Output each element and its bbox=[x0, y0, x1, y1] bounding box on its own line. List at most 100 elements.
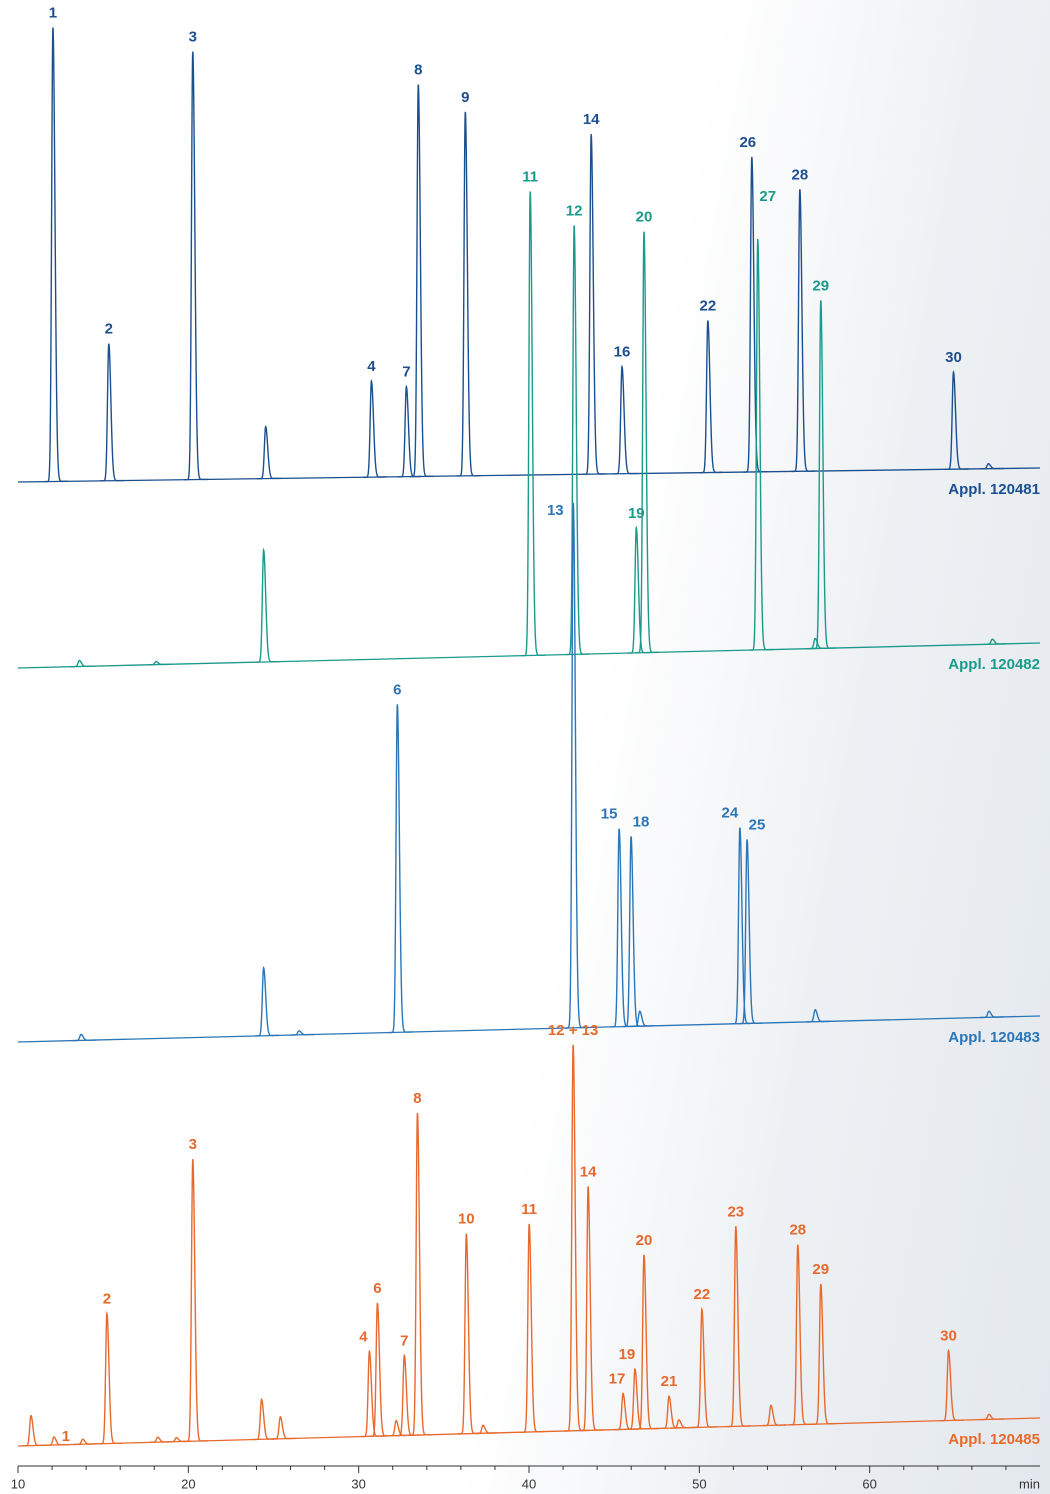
peak-label: 15 bbox=[601, 806, 618, 823]
peak bbox=[622, 836, 647, 1028]
peak-label: 19 bbox=[619, 1346, 636, 1363]
peak-label: 26 bbox=[739, 134, 756, 151]
peak bbox=[456, 111, 481, 477]
peak bbox=[70, 659, 95, 668]
peak bbox=[147, 660, 172, 666]
peak-label: 21 bbox=[661, 1373, 678, 1390]
peak-label: 28 bbox=[789, 1222, 806, 1239]
peak bbox=[565, 225, 590, 656]
series-name: Appl. 120481 bbox=[948, 481, 1040, 498]
peak-label: 27 bbox=[759, 188, 776, 205]
peak-label: 14 bbox=[583, 111, 600, 128]
peak bbox=[806, 1008, 831, 1023]
x-tick-label: 40 bbox=[522, 1476, 536, 1491]
peak-label: 18 bbox=[633, 813, 650, 830]
peak-label: 3 bbox=[189, 1136, 197, 1153]
peak bbox=[980, 1010, 1005, 1019]
peak bbox=[520, 1223, 545, 1433]
baseline bbox=[17, 642, 1041, 669]
peak bbox=[762, 1404, 787, 1427]
peak bbox=[184, 51, 208, 481]
x-tick-label: 30 bbox=[351, 1476, 365, 1491]
peak-label: 2 bbox=[105, 321, 113, 338]
baseline bbox=[17, 1015, 1041, 1043]
peak bbox=[670, 1419, 695, 1429]
peak-label: 9 bbox=[461, 89, 469, 106]
peak bbox=[564, 1044, 589, 1432]
peak-label: 19 bbox=[628, 505, 645, 522]
peak-label: 7 bbox=[402, 364, 410, 381]
peak bbox=[627, 525, 652, 654]
peak bbox=[387, 1419, 412, 1437]
peak-label: 2 bbox=[103, 1291, 111, 1308]
peak-label: 24 bbox=[722, 805, 739, 822]
peak bbox=[72, 1033, 97, 1042]
peak-label: 12 + 13 bbox=[548, 1022, 598, 1039]
peak bbox=[271, 1415, 296, 1440]
peak-label: 29 bbox=[812, 277, 829, 294]
peak bbox=[290, 1030, 315, 1036]
peak bbox=[635, 1254, 660, 1430]
peak-label: 11 bbox=[522, 168, 538, 185]
peak bbox=[579, 1186, 604, 1432]
peak bbox=[582, 134, 607, 475]
peak bbox=[22, 1414, 47, 1447]
peak bbox=[45, 1436, 70, 1446]
peak bbox=[255, 966, 279, 1037]
peak bbox=[255, 547, 279, 663]
peak-label: 12 bbox=[566, 202, 583, 219]
peak-label: 7 bbox=[400, 1332, 408, 1349]
peak-label: 6 bbox=[393, 681, 401, 698]
peak bbox=[457, 1233, 482, 1435]
peak-label: 17 bbox=[609, 1370, 626, 1387]
peak-label: 22 bbox=[700, 298, 717, 315]
peak bbox=[626, 1367, 651, 1431]
peak bbox=[660, 1395, 685, 1430]
peak bbox=[635, 231, 660, 654]
peak bbox=[812, 1283, 837, 1425]
series-name: Appl. 120485 bbox=[948, 1431, 1040, 1448]
peak bbox=[806, 637, 831, 650]
peak bbox=[409, 84, 434, 478]
peak-label: 14 bbox=[580, 1163, 597, 1180]
series-name: Appl. 120482 bbox=[948, 656, 1040, 673]
peak bbox=[791, 189, 816, 473]
x-tick-label: 10 bbox=[11, 1476, 25, 1491]
peak-label: 4 bbox=[359, 1328, 368, 1345]
peak bbox=[613, 364, 638, 475]
peak bbox=[983, 638, 1008, 646]
peak-label: 8 bbox=[413, 1090, 421, 1107]
peak bbox=[253, 1398, 277, 1441]
peak bbox=[74, 1438, 99, 1446]
peak bbox=[397, 384, 422, 478]
peak bbox=[749, 238, 774, 651]
peak bbox=[408, 1112, 433, 1436]
peak bbox=[980, 1413, 1005, 1421]
peak-label: 22 bbox=[694, 1286, 711, 1303]
peak bbox=[610, 828, 635, 1028]
x-tick-label: 20 bbox=[181, 1476, 195, 1491]
peak bbox=[631, 1010, 656, 1028]
peak-label: 1 bbox=[62, 1428, 70, 1445]
peak-label: 3 bbox=[189, 29, 197, 46]
peak bbox=[100, 343, 124, 482]
peak bbox=[979, 463, 1004, 470]
peak-label: 1 bbox=[49, 4, 57, 21]
peak-label: 28 bbox=[791, 166, 808, 183]
peak bbox=[257, 425, 281, 480]
peak-label: 30 bbox=[940, 1327, 957, 1344]
peak-label: 20 bbox=[636, 1232, 653, 1249]
peak bbox=[944, 370, 969, 470]
peak-label: 30 bbox=[945, 349, 962, 366]
peak bbox=[395, 1353, 420, 1437]
peak-label: 11 bbox=[521, 1201, 537, 1218]
peak-label: 20 bbox=[636, 209, 653, 226]
peak bbox=[362, 379, 387, 478]
peak bbox=[699, 320, 724, 474]
peak-label: 29 bbox=[812, 1261, 829, 1278]
peak-label: 6 bbox=[373, 1280, 381, 1297]
x-tick-label: 60 bbox=[862, 1476, 876, 1491]
peak bbox=[738, 839, 763, 1025]
peak bbox=[731, 827, 756, 1025]
